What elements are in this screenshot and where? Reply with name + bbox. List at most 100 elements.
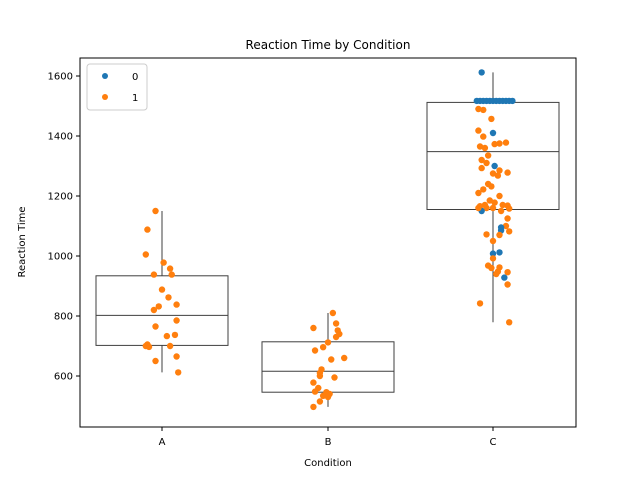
data-point	[509, 97, 516, 105]
box-A	[95, 211, 229, 373]
data-point	[163, 332, 171, 340]
data-point	[483, 159, 490, 167]
data-point	[175, 369, 182, 376]
data-point	[496, 249, 503, 256]
legend: 0 1	[86, 63, 148, 111]
data-point	[324, 339, 332, 346]
data-point	[504, 281, 511, 288]
data-point	[499, 201, 506, 209]
data-point	[496, 192, 503, 200]
data-point	[496, 231, 503, 239]
data-point	[328, 356, 335, 363]
data-point	[504, 269, 511, 276]
data-point	[476, 300, 484, 307]
legend-label-0: 0	[132, 72, 138, 83]
data-point	[488, 183, 495, 190]
data-point	[489, 237, 497, 245]
legend-box	[86, 63, 148, 111]
box-iqr	[95, 275, 229, 346]
data-point	[152, 323, 159, 330]
y-axis-label: Reaction Time	[17, 206, 28, 277]
data-point	[331, 374, 338, 381]
data-point	[152, 207, 159, 215]
data-point	[475, 127, 482, 134]
data-point	[310, 379, 317, 386]
box-iqr	[261, 341, 395, 393]
data-point	[489, 250, 497, 257]
data-point	[152, 357, 159, 365]
data-point	[310, 324, 317, 332]
data-point	[501, 274, 508, 281]
y-tick-label: 600	[54, 372, 73, 383]
data-point	[173, 317, 180, 324]
x-tick-label: A	[159, 437, 166, 448]
x-tick-label: B	[325, 437, 332, 448]
data-point	[311, 388, 319, 395]
data-point	[319, 344, 327, 351]
data-point	[324, 393, 332, 401]
data-point	[486, 197, 493, 204]
data-point	[489, 204, 497, 212]
data-point	[166, 342, 174, 350]
data-point	[158, 286, 166, 293]
data-point	[311, 347, 319, 354]
data-point	[496, 140, 503, 147]
data-point	[506, 319, 513, 326]
y-tick-label: 1400	[48, 132, 73, 143]
data-point	[173, 301, 180, 308]
data-point	[332, 333, 340, 341]
data-point	[496, 167, 503, 174]
data-point	[478, 164, 485, 172]
data-point	[150, 271, 158, 278]
data-point	[475, 204, 482, 212]
legend-label-1: 1	[132, 93, 138, 104]
data-point	[506, 228, 513, 235]
data-point	[168, 271, 175, 278]
data-point	[491, 199, 498, 206]
data-point	[483, 231, 490, 238]
y-tick-label: 800	[54, 312, 73, 323]
data-point	[489, 170, 497, 177]
data-point	[502, 222, 510, 230]
data-point	[478, 69, 485, 76]
data-point	[476, 143, 484, 150]
data-point	[480, 186, 487, 193]
data-point	[488, 264, 495, 272]
data-point	[480, 133, 487, 140]
x-tick-label: C	[490, 437, 497, 448]
data-point	[504, 215, 511, 222]
legend-marker-1	[102, 94, 108, 100]
x-axis-label: Condition	[304, 458, 352, 469]
data-point	[142, 251, 149, 258]
data-point	[319, 392, 327, 399]
data-point	[489, 255, 497, 262]
data-point	[483, 204, 490, 212]
data-point	[480, 106, 487, 114]
data-point	[173, 353, 180, 360]
data-point	[475, 189, 482, 197]
data-point	[491, 140, 498, 148]
data-point	[316, 372, 324, 380]
y-tick-label: 1600	[48, 72, 73, 83]
data-point	[478, 156, 485, 164]
data-point	[497, 207, 505, 215]
data-point	[488, 115, 495, 123]
data-point	[475, 105, 482, 113]
data-point	[155, 303, 162, 310]
data-point	[489, 129, 497, 137]
data-point	[502, 139, 510, 146]
data-point	[171, 331, 179, 339]
data-point	[493, 270, 500, 278]
chart-title: Reaction Time by Condition	[246, 38, 411, 52]
data-point	[491, 162, 498, 170]
data-point	[506, 205, 513, 212]
data-point	[166, 265, 174, 272]
data-point	[145, 343, 153, 351]
data-point	[332, 320, 340, 327]
data-point	[310, 403, 317, 411]
legend-marker-0	[102, 73, 108, 79]
y-tick-label: 1200	[48, 192, 73, 203]
data-point	[150, 306, 158, 314]
